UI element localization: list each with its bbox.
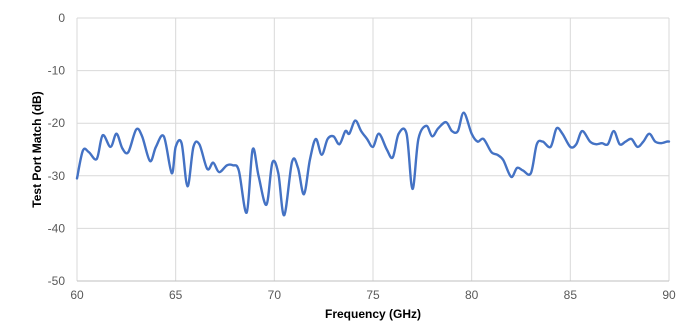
x-tick-label: 75 [366,288,380,302]
y-tick-label: -10 [48,64,66,78]
y-tick-label: -40 [48,221,66,235]
y-tick-label: -20 [48,116,66,130]
y-tick-label: -50 [48,274,66,288]
x-tick-label: 90 [662,288,676,302]
y-tick-label: -30 [48,169,66,183]
x-tick-label: 70 [268,288,282,302]
y-axis-title: Test Port Match (dB) [30,91,44,207]
x-tick-label: 65 [169,288,183,302]
x-axis-title: Frequency (GHz) [325,307,421,321]
y-tick-labels: 0 -10 -20 -30 -40 -50 [48,11,66,288]
x-tick-label: 80 [465,288,479,302]
x-tick-labels: 60 65 70 75 80 85 90 [70,288,676,302]
y-tick-label: 0 [58,11,65,25]
series-line [75,111,671,217]
x-tick-label: 85 [564,288,578,302]
x-tick-label: 60 [70,288,84,302]
